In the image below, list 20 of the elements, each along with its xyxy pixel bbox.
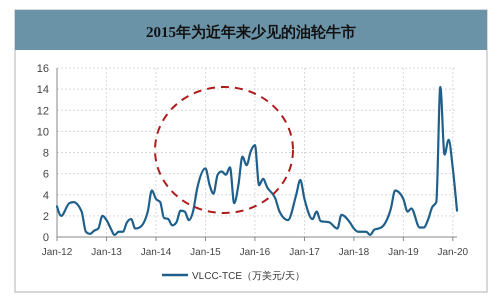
x-tick-label: Jan-18 [338,247,370,258]
y-tick-label: 14 [36,84,49,96]
y-tick-label: 6 [42,168,49,181]
x-tick-label: Jan-13 [91,247,122,258]
y-tick-label: 8 [42,148,49,160]
x-tick-label: Jan-14 [140,247,172,258]
y-tick-label: 0 [42,232,49,244]
x-tick-label: Jan-15 [190,247,222,258]
y-tick-label: 12 [36,105,49,118]
y-tick-label: 2 [42,210,49,223]
x-tick-label: Jan-12 [42,247,73,258]
x-tick-label: Jan-17 [289,247,320,258]
x-tick-label: Jan-20 [438,247,469,258]
y-tick-label: 10 [36,126,49,138]
chart-title: 2015年为近年来少见的油轮牛市 [146,23,356,41]
legend-label: VLCC-TCE（万美元/天） [192,270,305,282]
y-tick-label: 16 [36,63,49,75]
x-tick-label: Jan-19 [388,247,420,258]
x-tick-label: Jan-16 [240,247,271,258]
y-tick-label: 4 [42,190,49,202]
